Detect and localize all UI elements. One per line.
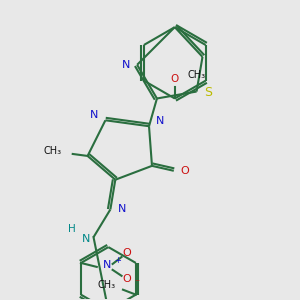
Text: CH₃: CH₃ — [97, 280, 115, 290]
Text: O: O — [122, 248, 131, 258]
Text: H: H — [68, 224, 76, 234]
Text: N: N — [122, 60, 130, 70]
Text: N: N — [103, 260, 111, 270]
Text: N: N — [118, 204, 126, 214]
Text: S: S — [205, 86, 212, 99]
Text: CH₃: CH₃ — [188, 70, 206, 80]
Text: O: O — [180, 166, 189, 176]
Text: O: O — [122, 274, 131, 284]
Text: +: + — [114, 256, 121, 266]
Text: CH₃: CH₃ — [44, 146, 62, 156]
Text: ⁻: ⁻ — [134, 278, 139, 288]
Text: N: N — [156, 116, 164, 126]
Text: N: N — [90, 110, 99, 120]
Text: O: O — [171, 74, 179, 84]
Text: N: N — [81, 234, 90, 244]
